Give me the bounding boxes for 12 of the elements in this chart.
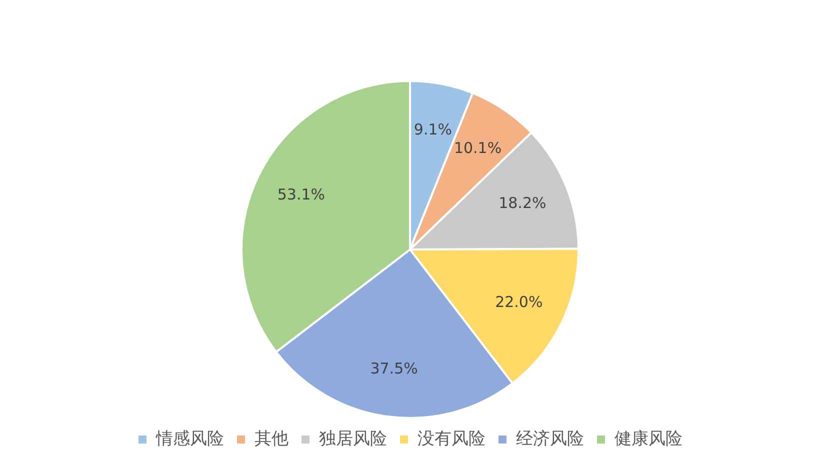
data-label: 10.1%	[454, 138, 502, 157]
legend-label: 健康风险	[614, 428, 682, 449]
data-label: 9.1%	[414, 120, 452, 138]
data-label: 18.2%	[498, 194, 546, 212]
legend-label: 独居风险	[319, 428, 387, 449]
legend-label: 情感风险	[155, 428, 224, 449]
legend-label: 其他	[254, 428, 288, 449]
data-label: 22.0%	[495, 292, 543, 311]
data-label: 53.1%	[277, 186, 326, 204]
legend-label: 经济风险	[516, 428, 584, 449]
data-label: 37.5%	[370, 360, 418, 378]
legend-label: 没有风险	[418, 428, 486, 449]
